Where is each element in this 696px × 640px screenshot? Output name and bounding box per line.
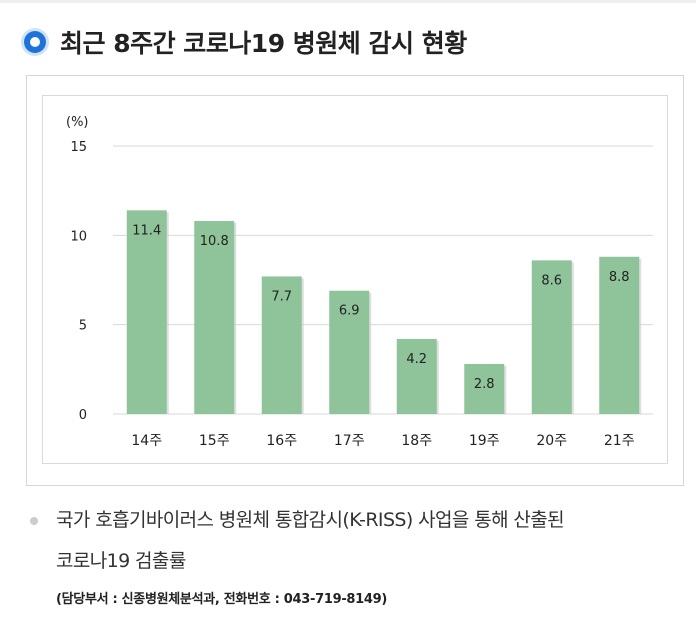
y-axis-label: (%) <box>66 115 89 130</box>
bullet-circle-icon <box>24 31 46 53</box>
bar <box>126 210 167 414</box>
top-divider <box>0 0 696 3</box>
x-tick-label: 20주 <box>536 433 567 449</box>
bar <box>194 221 235 414</box>
x-tick-label: 21주 <box>604 433 635 449</box>
data-label: 4.2 <box>406 352 427 367</box>
bar <box>261 276 302 414</box>
x-tick-label: 14주 <box>131 433 162 449</box>
bar <box>464 363 505 414</box>
bar <box>396 338 437 414</box>
data-label: 11.4 <box>132 223 161 238</box>
note-bullet-icon <box>30 517 38 525</box>
data-label: 6.9 <box>339 304 360 319</box>
x-tick-label: 15주 <box>199 433 230 449</box>
bar <box>329 290 370 414</box>
section-title: 최근 8주간 코로나19 병원체 감시 현황 <box>60 29 467 58</box>
note-text-line1: 국가 호흡기바이러스 병원체 통합감시(K-RISS) 사업을 통해 산출된 <box>56 509 565 531</box>
data-label: 7.7 <box>271 289 292 304</box>
note-text-line2: 코로나19 검출률 <box>56 550 186 572</box>
bar-chart: (%) 0 5 10 15 11.4 14주 10.8 15주 7.7 16주 6.9 17주 4.2 18… <box>66 115 653 449</box>
section-header: 최근 8주간 코로나19 병원체 감시 현황 <box>24 22 467 62</box>
y-tick-label: 5 <box>79 319 87 334</box>
y-tick-label: 15 <box>70 140 87 155</box>
data-label: 8.8 <box>609 270 630 285</box>
x-tick-label: 17주 <box>334 433 365 449</box>
bar <box>599 256 640 414</box>
bar <box>531 260 572 414</box>
data-label: 8.6 <box>541 273 562 288</box>
x-tick-label: 16주 <box>266 433 297 449</box>
contact-info: (담당부서 : 신종병원체분석과, 전화번호 : 043-719-8149) <box>56 592 388 607</box>
x-tick-label: 19주 <box>469 433 500 449</box>
data-label: 2.8 <box>474 377 495 392</box>
y-tick-label: 10 <box>70 229 87 244</box>
chart-frame: (%) 0 5 10 15 11.4 14주 10.8 15주 7.7 16주 6.9 17주 4.2 18… <box>26 75 684 486</box>
data-label: 10.8 <box>200 234 229 249</box>
y-tick-label: 0 <box>79 408 87 423</box>
x-tick-label: 18주 <box>401 433 432 449</box>
chart-area: (%) 0 5 10 15 11.4 14주 10.8 15주 7.7 16주 6.9 17주 4.2 18… <box>42 95 668 464</box>
